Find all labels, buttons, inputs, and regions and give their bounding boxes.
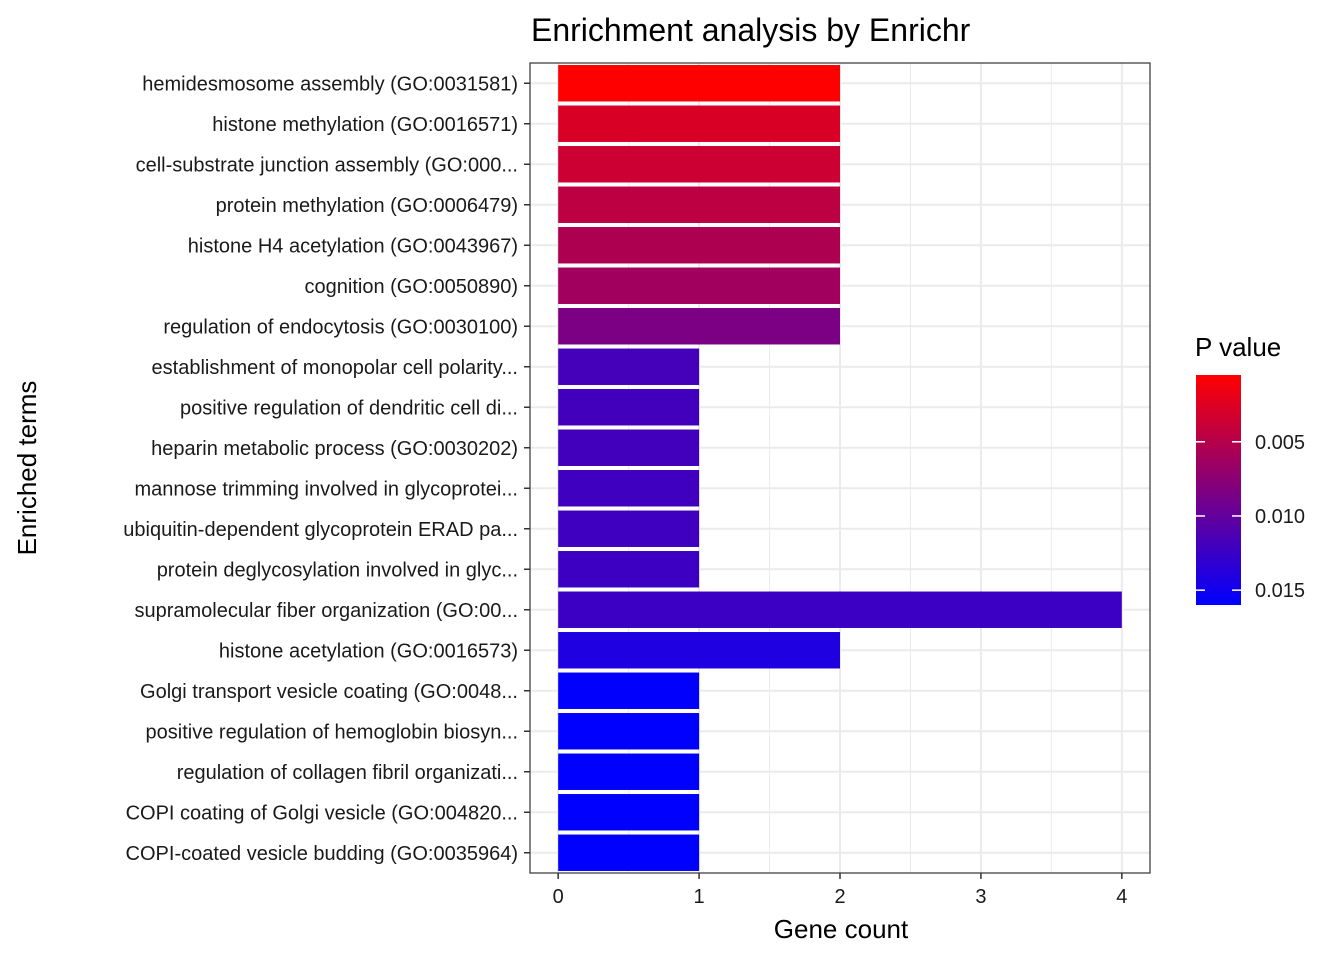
bar <box>558 146 840 183</box>
y-tick-label: COPI coating of Golgi vesicle (GO:004820… <box>126 802 518 824</box>
y-tick-label: positive regulation of dendritic cell di… <box>180 397 518 419</box>
bar <box>558 834 700 871</box>
x-tick-label: 3 <box>975 886 986 908</box>
bar <box>558 470 700 507</box>
bar <box>558 510 700 547</box>
y-tick-label: histone methylation (GO:0016571) <box>212 114 518 136</box>
grid-lines <box>530 63 1150 873</box>
x-axis-title: Gene count <box>774 914 909 944</box>
bar <box>558 65 840 102</box>
bar <box>558 429 700 466</box>
bar <box>558 389 700 426</box>
y-tick-label: mannose trimming involved in glycoprotei… <box>134 478 518 500</box>
y-tick-label: hemidesmosome assembly (GO:0031581) <box>142 73 518 95</box>
y-tick-label: COPI-coated vesicle budding (GO:0035964) <box>126 843 518 865</box>
y-axis-title: Enriched terms <box>12 381 42 556</box>
y-tick-label: ubiquitin-dependent glycoprotein ERAD pa… <box>123 519 518 541</box>
bar <box>558 186 840 223</box>
chart-title: Enrichment analysis by Enrichr <box>531 12 971 48</box>
y-tick-label: positive regulation of hemoglobin biosyn… <box>146 721 518 743</box>
bars <box>558 65 1122 871</box>
bar <box>558 591 1122 628</box>
bar <box>558 308 840 345</box>
bar <box>558 227 840 264</box>
legend-tick-label: 0.005 <box>1255 432 1305 454</box>
legend-tick-label: 0.010 <box>1255 506 1305 528</box>
y-tick-label: establishment of monopolar cell polarity… <box>152 357 518 379</box>
legend: P value 0.005 0.010 0.015 <box>1195 332 1305 605</box>
y-tick-label: supramolecular fiber organization (GO:00… <box>134 600 518 622</box>
x-tick-label: 1 <box>694 886 705 908</box>
bar <box>558 348 700 385</box>
bar <box>558 672 700 709</box>
y-tick-label: protein methylation (GO:0006479) <box>216 195 518 217</box>
legend-colorbar <box>1196 375 1241 605</box>
bar <box>558 105 840 142</box>
bar <box>558 753 700 790</box>
y-tick-label: cell-substrate junction assembly (GO:000… <box>136 154 518 176</box>
x-tick-label: 2 <box>834 886 845 908</box>
x-tick-label: 4 <box>1116 886 1127 908</box>
y-tick-label: cognition (GO:0050890) <box>305 276 518 298</box>
y-tick-label: histone H4 acetylation (GO:0043967) <box>188 235 518 257</box>
legend-tick-label: 0.015 <box>1255 580 1305 602</box>
y-tick-label: histone acetylation (GO:0016573) <box>219 640 518 662</box>
legend-title: P value <box>1195 332 1281 362</box>
x-axis: 0 1 2 3 4 <box>553 873 1127 908</box>
y-tick-label: protein deglycosylation involved in glyc… <box>157 559 518 581</box>
bar <box>558 632 840 669</box>
y-tick-label: heparin metabolic process (GO:0030202) <box>151 438 518 460</box>
bar <box>558 267 840 304</box>
bar <box>558 794 700 831</box>
y-tick-label: regulation of collagen fibril organizati… <box>177 762 518 784</box>
bar <box>558 713 700 750</box>
y-tick-label: regulation of endocytosis (GO:0030100) <box>163 316 518 338</box>
bar <box>558 551 700 588</box>
x-tick-label: 0 <box>553 886 564 908</box>
y-axis: hemidesmosome assembly (GO:0031581) histo… <box>123 73 530 865</box>
y-tick-label: Golgi transport vesicle coating (GO:0048… <box>140 681 518 703</box>
